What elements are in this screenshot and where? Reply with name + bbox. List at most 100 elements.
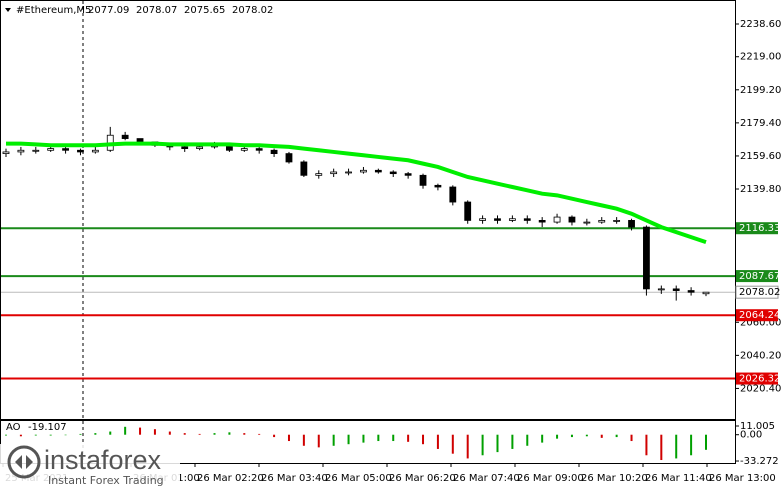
candle-body xyxy=(508,218,516,221)
candle-body xyxy=(613,220,621,222)
x-tick-label: 26 Mar 05:00 xyxy=(325,473,392,484)
ao-bar xyxy=(258,433,261,435)
ao-bar xyxy=(287,434,290,442)
candle-body xyxy=(315,173,323,176)
marks: 2077.09 2078.07 2075.65 2078.02 2238.60 2219.… xyxy=(1,5,781,484)
moving-average xyxy=(6,141,707,245)
ao-bar xyxy=(392,434,395,442)
level-label-bg xyxy=(736,270,778,283)
candle-body xyxy=(136,138,144,143)
ao-bar xyxy=(645,434,648,456)
ao-bar xyxy=(5,434,7,436)
ao-bar xyxy=(526,434,529,446)
candle-body xyxy=(181,146,189,149)
ao-bar xyxy=(198,433,201,435)
x-tick-label: 26 Mar 02:20 xyxy=(197,473,264,484)
ao-bar xyxy=(34,434,37,436)
y-tick-label: 2020.40 xyxy=(740,383,781,394)
ao-bar xyxy=(481,434,484,456)
ao-bar xyxy=(585,434,588,437)
logo-arrows xyxy=(15,455,33,469)
ao-bar xyxy=(541,434,544,443)
candle-body xyxy=(434,184,442,188)
ohlc-value: 2078.02 xyxy=(232,5,273,16)
candle-body xyxy=(17,149,25,153)
candle-body xyxy=(628,220,635,228)
ao-bar xyxy=(302,434,305,446)
y-tick-label: 2179.40 xyxy=(740,118,781,129)
y-tick-label: 2219.00 xyxy=(740,52,781,63)
candle-body xyxy=(404,173,412,176)
y-tick-label: 2199.20 xyxy=(740,85,781,96)
ao-bar xyxy=(168,431,171,435)
ao-bar xyxy=(109,431,112,435)
brand: instaforex xyxy=(44,445,162,475)
ohlc-value: 2075.65 xyxy=(184,5,225,16)
candle-body xyxy=(196,146,204,149)
y-tick-label: 2139.80 xyxy=(740,184,781,195)
y-tick-label: 2040.20 xyxy=(740,350,781,361)
level-label-bg xyxy=(736,372,778,385)
ao-bar xyxy=(273,434,276,438)
candle-body xyxy=(62,148,69,151)
ohlc-value: 2078.07 xyxy=(136,5,177,16)
candle-body xyxy=(583,221,591,224)
ao-bar xyxy=(19,434,22,437)
tagline: Instant Forex Trading xyxy=(48,474,164,487)
candle-body xyxy=(255,148,263,151)
ao-bar xyxy=(705,434,707,450)
candle-body xyxy=(687,290,695,293)
candle-body xyxy=(657,288,665,291)
ao-bar xyxy=(124,426,127,435)
y-tick-label: 11.005 xyxy=(740,421,775,432)
ao-bar xyxy=(630,434,633,442)
ao-bar xyxy=(570,434,573,438)
x-tick-label: 26 Mar 09:00 xyxy=(517,473,584,484)
ohlc-value: 2077.09 xyxy=(88,5,129,16)
ao-bar xyxy=(243,433,246,435)
ao-bar xyxy=(675,434,678,459)
current-price-bg xyxy=(735,285,779,299)
ao-bar xyxy=(139,427,142,435)
menu-icon xyxy=(5,8,11,12)
level-label: 2116.33 xyxy=(739,223,780,234)
y-tick-label: -33.272 xyxy=(740,456,779,467)
x-tick-label: 26 Mar 06:20 xyxy=(389,473,456,484)
candle-body xyxy=(479,218,486,221)
ao-bar xyxy=(466,434,469,459)
price-panel xyxy=(0,0,736,420)
candle-body xyxy=(568,216,576,223)
logo-icon xyxy=(7,445,41,479)
ao-bar xyxy=(451,434,454,454)
ao-bar xyxy=(496,434,499,453)
ao-bar xyxy=(556,434,559,439)
candle-body xyxy=(32,149,40,152)
y-tick-label: 2238.60 xyxy=(740,19,781,30)
x-tick-label: 26 Mar 13:00 xyxy=(709,473,776,484)
ao-bar xyxy=(332,434,335,446)
ao-bar xyxy=(64,434,67,436)
chart-title: #Ethereum,M5 xyxy=(16,5,91,16)
ao-name: AO xyxy=(6,422,21,433)
candle-body xyxy=(285,153,293,163)
x-tick-label: 26 Mar 07:40 xyxy=(453,473,520,484)
candle-body xyxy=(494,218,501,221)
ao-bar xyxy=(436,434,439,449)
ao-bar xyxy=(690,434,693,456)
ao-value: -19.107 xyxy=(28,422,67,433)
x-tick-label: 26 Mar 03:40 xyxy=(261,473,328,484)
candle-body xyxy=(389,171,397,175)
candle-body xyxy=(419,174,427,186)
ao-bar xyxy=(49,434,52,436)
ao-bar xyxy=(600,434,603,438)
candle-body xyxy=(360,169,367,173)
candle-body xyxy=(270,149,278,155)
candle-body xyxy=(643,226,650,290)
ao-bar xyxy=(362,434,365,443)
ao-bar xyxy=(422,434,425,445)
candle-body xyxy=(2,151,10,155)
ao-panel xyxy=(0,420,736,464)
y-tick-label: 2159.60 xyxy=(740,151,781,162)
watermark-bg xyxy=(0,444,180,489)
